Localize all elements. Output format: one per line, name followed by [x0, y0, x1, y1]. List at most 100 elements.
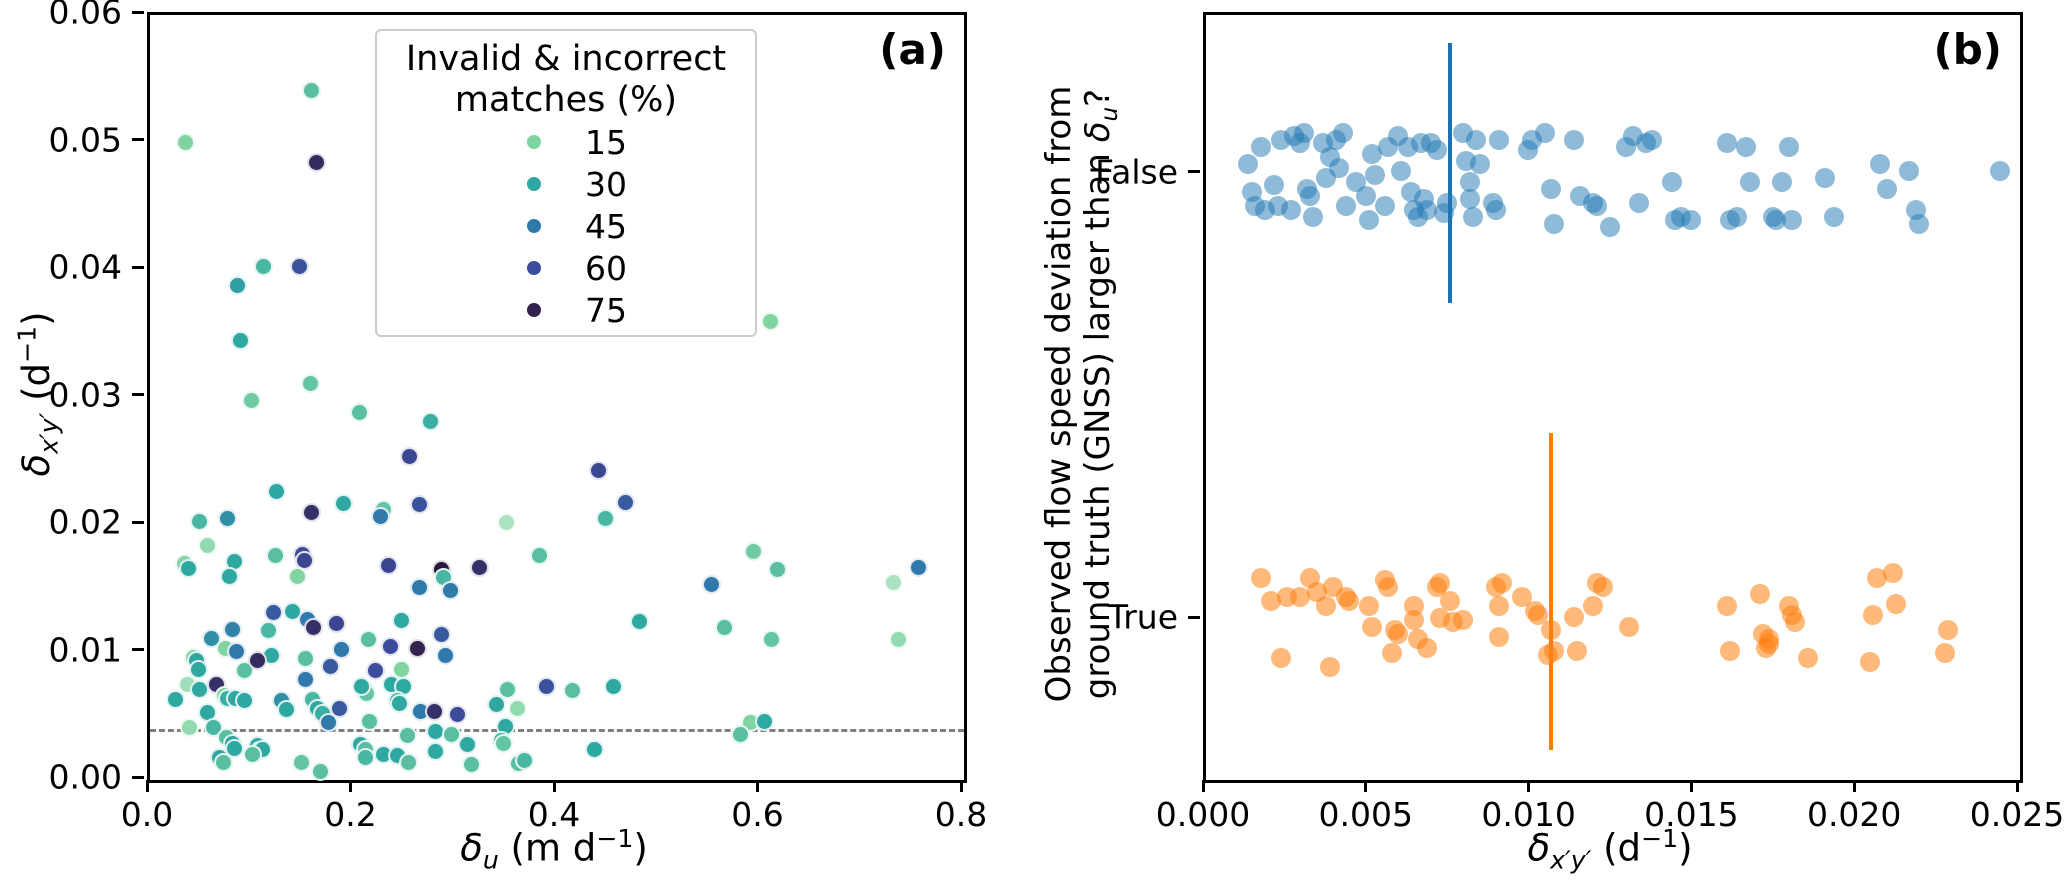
scatter-point [213, 752, 233, 772]
strip-point-true [1381, 643, 1402, 663]
scatter-point [470, 557, 490, 577]
strip-point-true [1883, 563, 1904, 584]
scatter-point [302, 502, 322, 522]
scatter-point [398, 752, 418, 772]
scatter-point [615, 492, 635, 512]
strip-point-false [1459, 189, 1480, 210]
scatter-point [288, 566, 308, 586]
strip-point-false [1899, 161, 1920, 182]
panel-b-xtick-0.005-tick [1364, 780, 1368, 792]
strip-point-false [1329, 157, 1350, 178]
scatter-point [265, 546, 285, 566]
panel-a-ytick-0.04-label: 0.04 [48, 247, 122, 287]
scatter-point [410, 577, 430, 597]
strip-point-true [1716, 596, 1737, 616]
strip-point-false [1586, 196, 1607, 217]
legend-title-line2: matches (%) [454, 80, 678, 120]
scatter-point [198, 535, 218, 555]
scatter-point [378, 556, 398, 576]
scatter-point [431, 625, 451, 645]
strip-point-false [1876, 178, 1897, 199]
scatter-point [258, 621, 278, 641]
scatter-point [302, 80, 322, 100]
strip-point-false [1681, 210, 1702, 231]
panel-b-tag: (b) [1933, 25, 2002, 74]
scatter-point [487, 695, 507, 715]
panel-a-ytick-0.00-label: 0.00 [48, 757, 122, 797]
scatter-point [493, 733, 513, 753]
ylabel-subscript: x′y′ [34, 412, 64, 454]
scatter-point [243, 745, 263, 764]
strip-point-false [1332, 122, 1353, 143]
strip-point-true [1270, 647, 1291, 668]
panel-b-ytick-true-label: True [1107, 597, 1178, 637]
strip-point-false [1436, 192, 1457, 213]
panel-a-xtick-0.8-label: 0.8 [934, 795, 988, 834]
scatter-point [391, 611, 411, 631]
strip-point-true [1749, 584, 1770, 605]
scatter-point [397, 725, 417, 745]
scatter-point [604, 677, 624, 697]
scatter-point [589, 460, 609, 480]
scatter-point [248, 650, 268, 670]
scatter-point [311, 761, 331, 781]
median-line-false [1448, 43, 1453, 303]
strip-point-false [1459, 171, 1480, 192]
scatter-point [228, 275, 247, 295]
scatter-point [457, 734, 477, 754]
panel-a-xtick-0.2-label: 0.2 [324, 795, 377, 834]
strip-point-false [1544, 213, 1565, 234]
strip-point-true [1316, 596, 1337, 616]
strip-point-true [1290, 586, 1311, 607]
scatter-point [425, 701, 445, 721]
strip-point-true [1492, 572, 1513, 593]
strip-point-false [1772, 171, 1793, 192]
xlabel-subscript: u [482, 845, 499, 875]
scatter-point [352, 677, 372, 697]
strip-point-true [1720, 640, 1741, 661]
strip-point-true [1453, 610, 1474, 631]
strip-point-true [1935, 643, 1956, 663]
scatter-point [224, 738, 244, 758]
strip-point-true [1358, 596, 1379, 616]
panel-b-xtick-0.025-label: 0.025 [1969, 795, 2065, 834]
strip-point-true [1863, 605, 1884, 626]
ylabel-exponent: −1 [12, 325, 42, 363]
strip-point-true [1417, 638, 1438, 659]
scatter-point [266, 482, 286, 502]
scatter-point [217, 509, 237, 529]
panel-a-ytick-0.06-label: 0.06 [48, 0, 122, 32]
scatter-point [884, 572, 904, 592]
scatter-point [426, 742, 446, 762]
strip-point-false [1358, 210, 1379, 231]
scatter-point [755, 711, 775, 731]
panel-b-ytick-true-tick [1188, 615, 1200, 619]
legend-dot-15-icon [527, 135, 541, 149]
panel-a-ytick-0.02-tick [132, 520, 144, 524]
scatter-point [329, 699, 349, 719]
scatter-point [176, 133, 196, 152]
scatter-point [743, 542, 763, 562]
ylabel-symbol: δ [14, 453, 58, 477]
strip-point-true [1860, 652, 1881, 673]
strip-point-false [1355, 185, 1376, 206]
strip-point-false [1362, 143, 1383, 164]
scatter-point [290, 256, 310, 276]
panel-b-ytick-false-label: False [1095, 152, 1178, 192]
strip-point-false [1726, 206, 1747, 227]
legend-label-15: 15 [585, 122, 627, 162]
scatter-point [326, 613, 346, 633]
xlabel-units: (m d [498, 826, 597, 870]
scatter-point [496, 512, 516, 532]
scatter-point [462, 755, 482, 775]
scatter-point [189, 659, 209, 679]
legend-title-line1: Invalid & incorrect [405, 39, 727, 79]
scatter-point [537, 677, 557, 697]
strip-point-true [1544, 640, 1565, 661]
strip-point-false [1462, 206, 1483, 227]
scatter-point [440, 580, 460, 600]
scatter-point [889, 630, 909, 650]
xlabel-b-close: ) [1678, 826, 1693, 870]
strip-point-true [1563, 607, 1584, 628]
